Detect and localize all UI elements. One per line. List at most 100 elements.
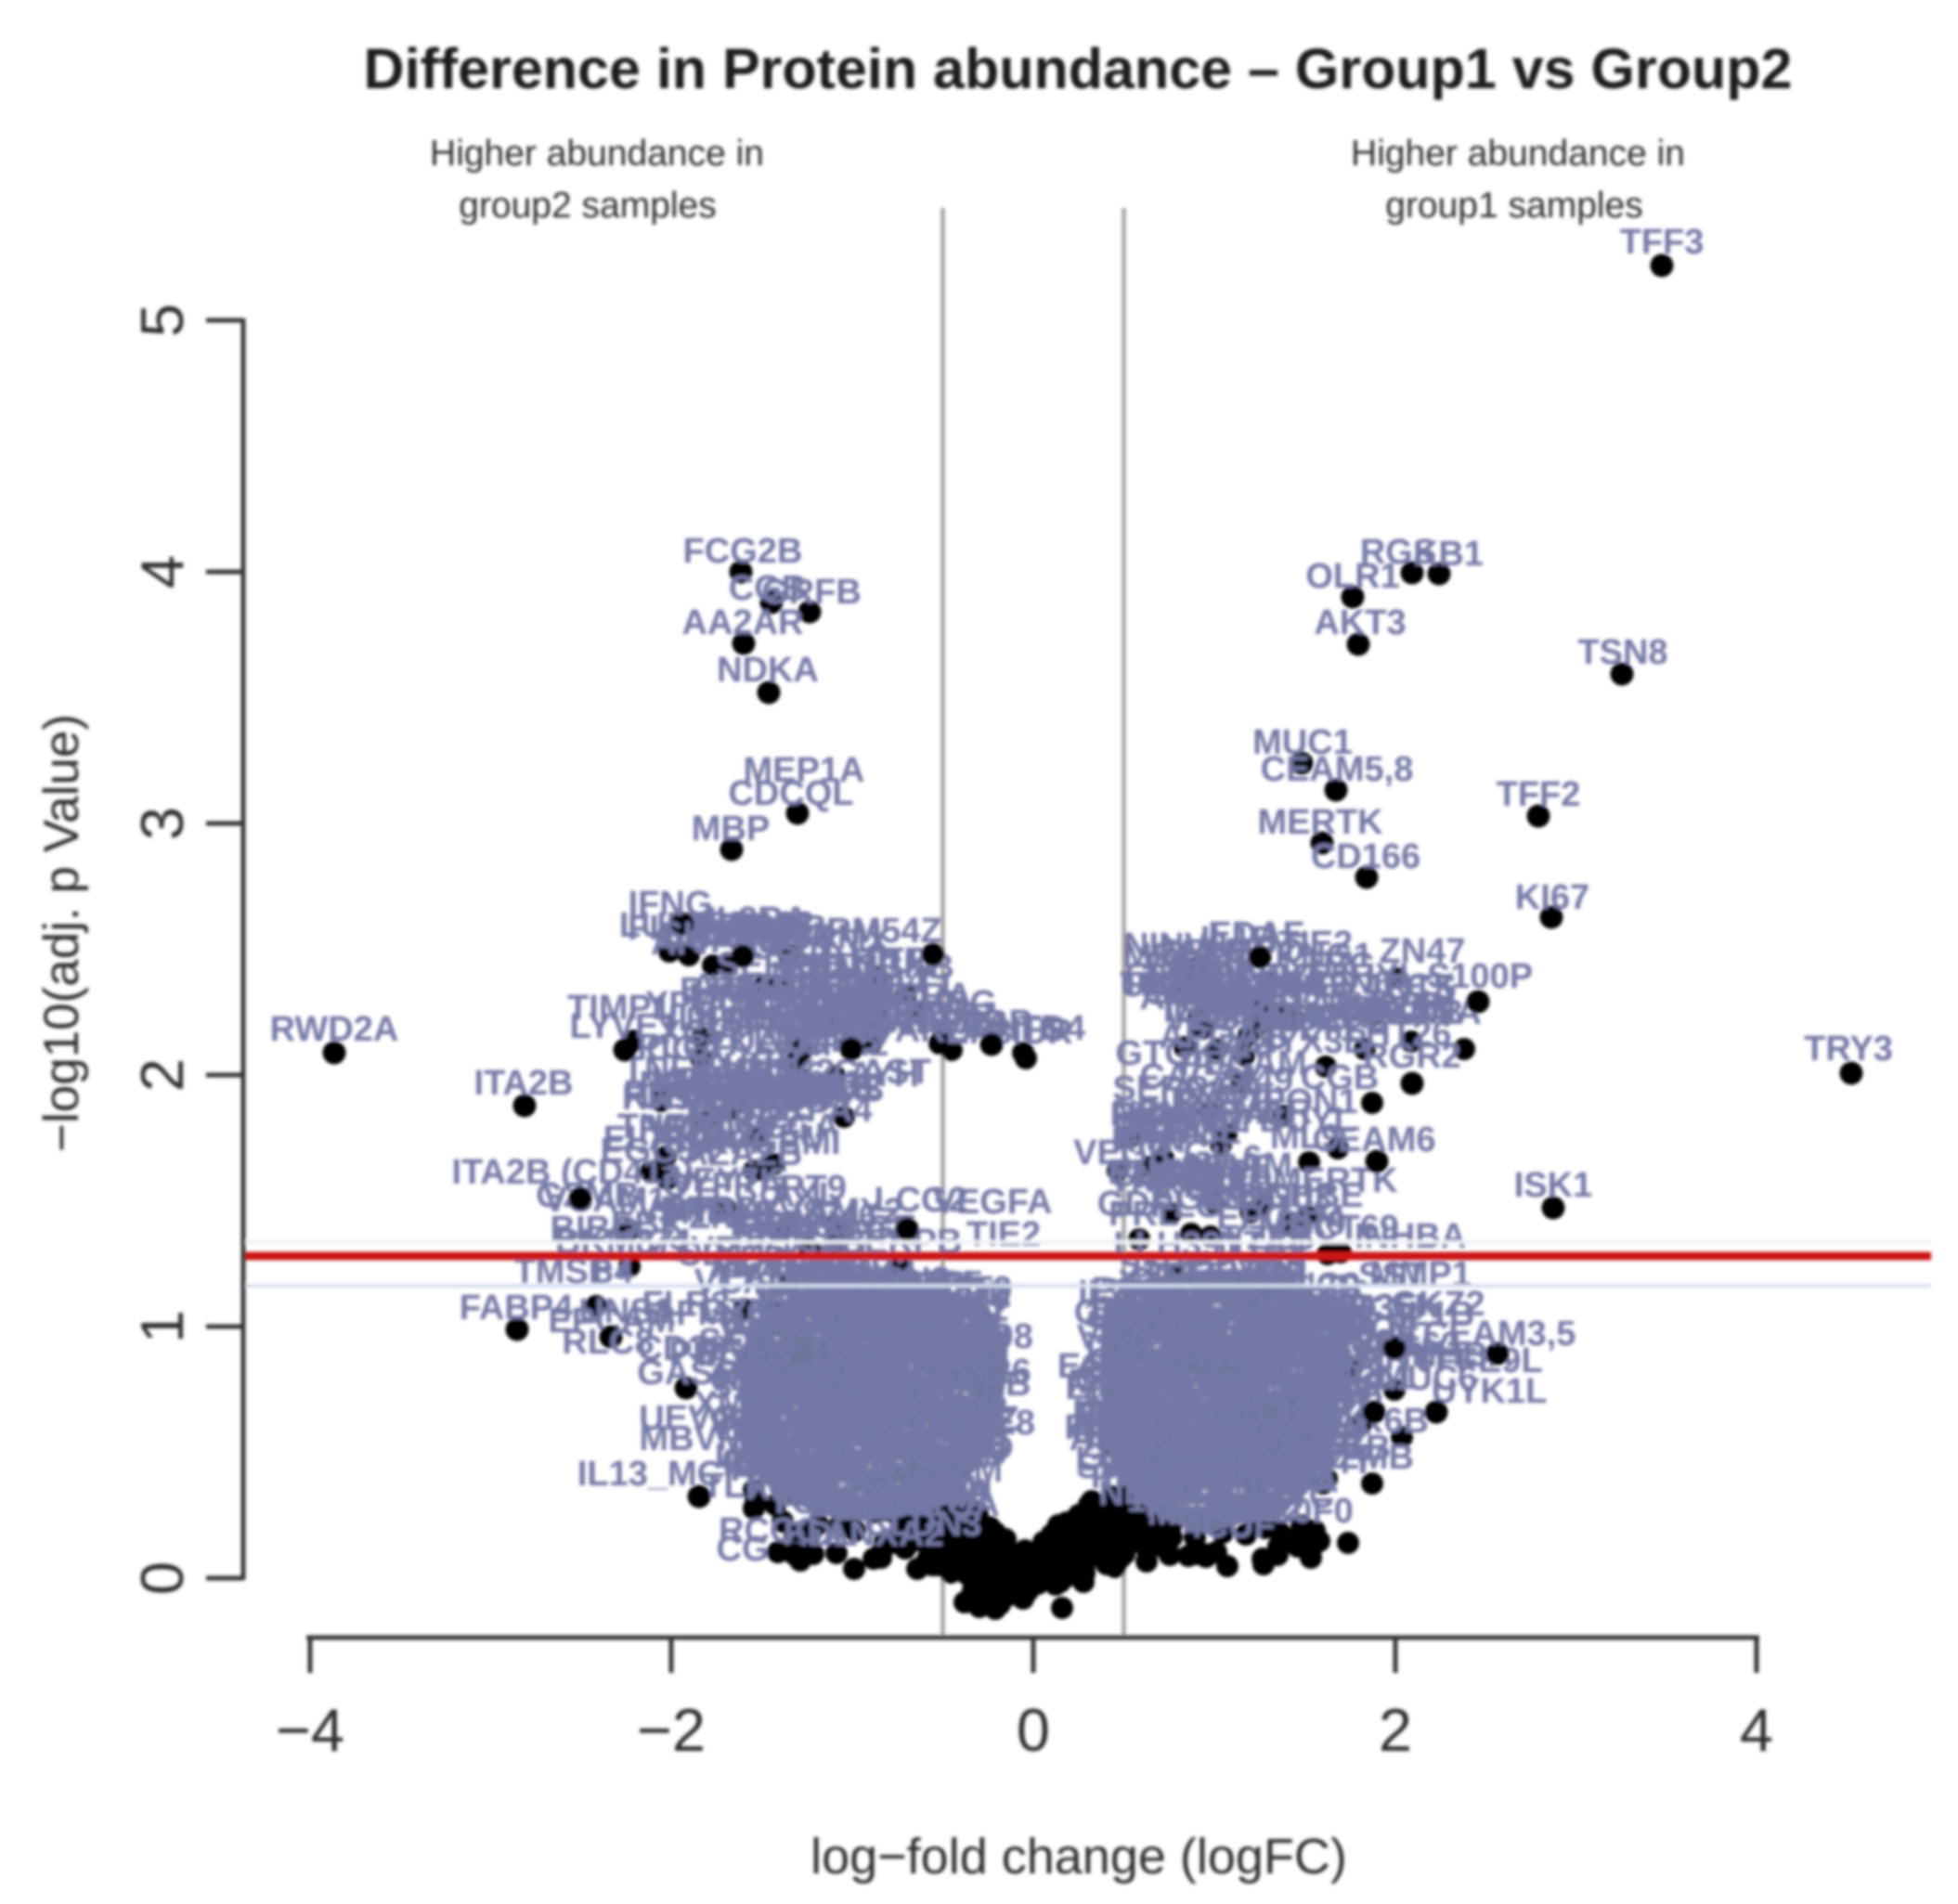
svg-text:SSO2: SSO2 xyxy=(788,1068,882,1107)
svg-text:NPPB: NPPB xyxy=(1152,972,1251,1011)
svg-text:H98: H98 xyxy=(968,1317,1033,1356)
svg-text:MPO: MPO xyxy=(689,977,770,1016)
svg-text:SERPA4: SERPA4 xyxy=(733,1091,872,1130)
svg-text:NGGAS: NGGAS xyxy=(671,1065,800,1104)
svg-text:DVML: DVML xyxy=(1133,1101,1233,1140)
svg-text:SHBG: SHBG xyxy=(1181,993,1283,1032)
svg-text:ES36: ES36 xyxy=(786,1371,873,1410)
svg-text:TE: TE xyxy=(1095,1447,1140,1486)
svg-text:IL2RA: IL2RA xyxy=(707,900,809,939)
svg-text:HIAZNR: HIAZNR xyxy=(741,981,875,1020)
svg-text:Higher abundance in: Higher abundance in xyxy=(430,134,764,174)
svg-text:FLT3: FLT3 xyxy=(628,909,709,948)
svg-text:SL6K: SL6K xyxy=(1168,948,1259,987)
svg-text:VEGFA: VEGFA xyxy=(1165,1000,1285,1039)
svg-text:CYFRA: CYFRA xyxy=(833,1354,954,1393)
svg-text:MHA: MHA xyxy=(1148,1494,1228,1533)
svg-text:AMY2: AMY2 xyxy=(805,1192,903,1231)
svg-text:FCN2: FCN2 xyxy=(663,1118,755,1157)
svg-text:PLGF: PLGF xyxy=(811,977,905,1016)
svg-text:GD1RZL: GD1RZL xyxy=(814,1445,955,1484)
svg-text:IFDB: IFDB xyxy=(695,1000,778,1039)
svg-text:YL60I: YL60I xyxy=(711,913,805,952)
svg-text:EDN1: EDN1 xyxy=(784,947,877,986)
svg-text:PAP: PAP xyxy=(1217,1028,1287,1067)
svg-text:NTS: NTS xyxy=(1128,1445,1199,1484)
svg-text:4: 4 xyxy=(128,555,196,589)
svg-text:HFF7: HFF7 xyxy=(771,1079,859,1118)
svg-text:KE3HYL: KE3HYL xyxy=(1281,957,1420,996)
svg-text:XM3Z: XM3Z xyxy=(681,1094,775,1133)
svg-text:CGB: CGB xyxy=(1301,1058,1379,1097)
svg-text:TNFR1: TNFR1 xyxy=(623,1050,736,1089)
svg-text:KI67: KI67 xyxy=(1515,878,1589,917)
svg-text:VH00: VH00 xyxy=(776,1003,864,1042)
svg-text:ELANE: ELANE xyxy=(603,1120,723,1159)
svg-text:PRTN3: PRTN3 xyxy=(686,1092,802,1131)
svg-text:64T: 64T xyxy=(1084,1406,1145,1445)
svg-text:POE: POE xyxy=(1346,1310,1420,1349)
svg-text:KNG1: KNG1 xyxy=(1275,937,1373,976)
svg-text:EGD: EGD xyxy=(1057,1347,1134,1386)
svg-text:9G: 9G xyxy=(831,1490,878,1529)
svg-text:KZCY: KZCY xyxy=(1140,965,1236,1004)
svg-text:HS6: HS6 xyxy=(1294,1426,1363,1465)
svg-text:ANXA2: ANXA2 xyxy=(824,1515,944,1554)
svg-text:BB: BB xyxy=(1124,1473,1175,1512)
svg-text:ITD4: ITD4 xyxy=(1009,1009,1085,1048)
svg-text:BTD: BTD xyxy=(710,1069,783,1108)
svg-text:RVBVLT: RVBVLT xyxy=(871,1293,1009,1332)
svg-text:MYL3: MYL3 xyxy=(849,1383,943,1422)
svg-text:LD49F: LD49F xyxy=(897,1407,1005,1446)
svg-text:ME: ME xyxy=(951,1427,1004,1466)
svg-text:XU1: XU1 xyxy=(722,1299,791,1338)
svg-text:ZS8A4K: ZS8A4K xyxy=(1172,957,1307,996)
svg-text:KNG1: KNG1 xyxy=(1148,1101,1247,1140)
svg-text:FLL2: FLL2 xyxy=(801,1424,886,1463)
svg-text:ML9: ML9 xyxy=(1270,1118,1341,1157)
svg-text:S100A4: S100A4 xyxy=(705,1079,832,1118)
svg-text:Higher abundance in: Higher abundance in xyxy=(1351,134,1685,174)
svg-text:F9: F9 xyxy=(690,1059,731,1098)
svg-text:CD44: CD44 xyxy=(836,962,926,1001)
svg-text:SND: SND xyxy=(657,1193,732,1232)
svg-text:REG1A: REG1A xyxy=(731,1450,852,1489)
svg-text:YX: YX xyxy=(1120,1272,1167,1311)
svg-text:CRP: CRP xyxy=(721,1442,796,1481)
svg-text:PAP: PAP xyxy=(745,1217,814,1256)
svg-text:KA3: KA3 xyxy=(1264,1459,1334,1498)
svg-text:OSTN: OSTN xyxy=(717,984,815,1023)
svg-text:AYH: AYH xyxy=(849,1056,920,1094)
svg-text:BI47S: BI47S xyxy=(1266,997,1365,1036)
svg-text:TGFb1: TGFb1 xyxy=(841,1356,953,1395)
svg-text:X54Y: X54Y xyxy=(1289,1443,1375,1482)
svg-text:31K: 31K xyxy=(1228,1491,1293,1530)
svg-text:FHMS: FHMS xyxy=(1207,1256,1307,1295)
svg-text:40D: 40D xyxy=(949,1429,1014,1468)
svg-text:9ZM: 9ZM xyxy=(932,1451,1003,1490)
svg-text:CEAM3,5: CEAM3,5 xyxy=(1423,1315,1576,1354)
svg-text:−2: −2 xyxy=(637,1696,706,1764)
svg-text:4: 4 xyxy=(1740,1696,1773,1764)
svg-text:MU: MU xyxy=(1272,1457,1327,1496)
svg-text:sFLT1: sFLT1 xyxy=(853,966,954,1005)
svg-text:TIMP1: TIMP1 xyxy=(567,989,671,1028)
svg-text:3: 3 xyxy=(128,807,196,840)
svg-text:CD44: CD44 xyxy=(720,1303,810,1342)
svg-text:25P: 25P xyxy=(915,1472,979,1511)
svg-text:PDGFB: PDGFB xyxy=(669,1334,793,1373)
svg-text:NH5R: NH5R xyxy=(859,1430,954,1469)
svg-text:−4: −4 xyxy=(276,1696,344,1764)
svg-text:IL1B: IL1B xyxy=(1163,991,1239,1030)
svg-text:EB: EB xyxy=(982,1365,1031,1404)
svg-text:TTV0Z: TTV0Z xyxy=(725,1419,833,1458)
svg-text:ITA2B (CD41a): ITA2B (CD41a) xyxy=(451,1153,694,1192)
svg-text:RTDDY: RTDDY xyxy=(662,1190,784,1229)
svg-text:LXY5U: LXY5U xyxy=(711,1117,824,1156)
svg-text:CHI3L: CHI3L xyxy=(1124,956,1226,995)
svg-text:GYI4C: GYI4C xyxy=(898,1331,1004,1370)
svg-text:ACE2: ACE2 xyxy=(914,1290,1008,1329)
svg-text:CL69L: CL69L xyxy=(749,1400,857,1439)
svg-text:VEGFA: VEGFA xyxy=(933,1183,1053,1222)
svg-text:IL2RA: IL2RA xyxy=(870,977,972,1016)
